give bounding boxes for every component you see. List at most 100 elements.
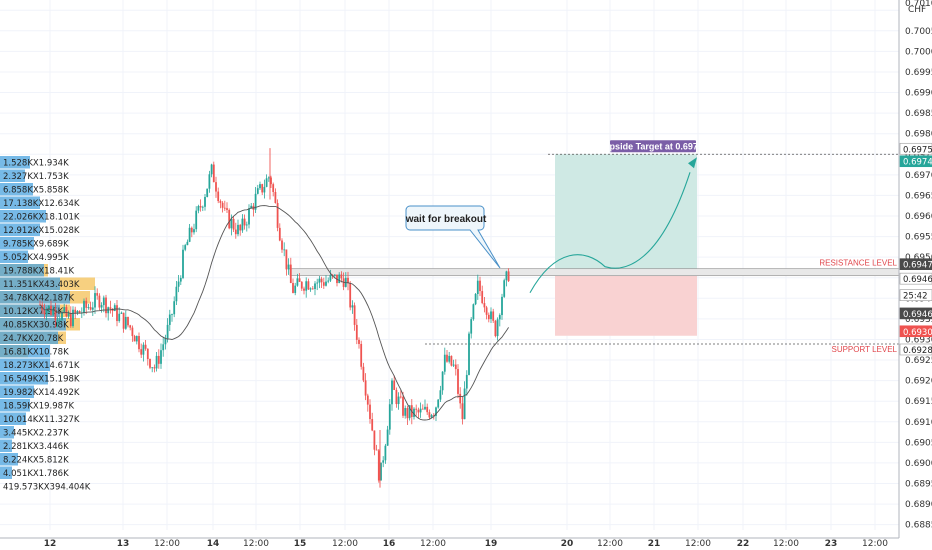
time-tick-label: 12:00 xyxy=(154,539,180,549)
candle xyxy=(120,312,123,314)
price-tag-box xyxy=(899,155,932,168)
price-tick-label: 0.69100 xyxy=(905,418,932,428)
candle xyxy=(386,429,389,446)
candle xyxy=(399,396,402,398)
candle xyxy=(395,389,398,405)
candle xyxy=(448,355,451,362)
candle xyxy=(85,300,88,308)
vp-bar xyxy=(0,291,70,304)
price-tick-label: 0.69350 xyxy=(905,315,932,325)
stop-zone xyxy=(555,268,697,336)
candle xyxy=(353,305,356,325)
candle xyxy=(186,241,189,246)
vp-bar xyxy=(0,331,58,344)
candle xyxy=(490,311,492,320)
candle xyxy=(248,208,250,225)
price-tick-label: 0.69600 xyxy=(905,212,932,222)
candle xyxy=(296,278,299,286)
price-tag-box xyxy=(899,258,932,270)
candle xyxy=(177,281,180,287)
candle xyxy=(219,201,222,203)
price-tick-label: 0.68900 xyxy=(905,500,932,510)
candle xyxy=(164,338,167,345)
candle xyxy=(441,371,444,391)
price-tag-label: 0.69472 xyxy=(903,261,932,271)
candle xyxy=(267,177,270,179)
vp-label: 16.549KX15.198K xyxy=(3,375,80,385)
candle xyxy=(215,182,217,192)
candle xyxy=(292,283,294,293)
vp-bar xyxy=(0,358,50,371)
vp-label: 40.85KX30.98K xyxy=(3,321,69,331)
time-tick-label: 19 xyxy=(485,539,498,549)
candle xyxy=(333,274,336,276)
candle xyxy=(377,450,380,481)
candle xyxy=(259,184,261,189)
candle xyxy=(58,319,61,321)
candle xyxy=(362,366,365,381)
vp-label: 419.573KX394.404K xyxy=(3,483,91,493)
vp-bar xyxy=(0,318,66,331)
vp-label: 18.273KX14.671K xyxy=(3,361,80,371)
candle xyxy=(67,313,70,317)
candle xyxy=(443,354,446,372)
vp-bar xyxy=(0,385,34,398)
candle xyxy=(384,445,387,461)
candle xyxy=(316,282,319,284)
candle xyxy=(131,327,134,337)
candle xyxy=(452,364,455,366)
price-tick-label: 0.70000 xyxy=(905,47,932,57)
candles xyxy=(39,148,510,488)
candle xyxy=(239,224,242,231)
candle xyxy=(421,408,424,410)
candle xyxy=(272,184,275,192)
candle xyxy=(193,229,195,233)
candle xyxy=(171,314,173,316)
candle xyxy=(256,188,259,194)
price-tick-label: 0.69800 xyxy=(905,130,932,140)
candle xyxy=(109,307,112,310)
vp-bar xyxy=(0,453,18,466)
candle xyxy=(182,249,184,278)
price-tick-label: 0.69850 xyxy=(905,109,932,119)
candle xyxy=(173,301,176,315)
candle xyxy=(138,336,140,350)
vp-label: 3.445KX2.237K xyxy=(3,429,69,439)
candle xyxy=(243,218,246,226)
candle xyxy=(160,350,162,364)
time-tick-label: 15 xyxy=(294,539,307,549)
candle xyxy=(221,202,224,208)
time-axis-bg xyxy=(0,538,932,550)
candle xyxy=(140,349,143,355)
candle xyxy=(388,404,391,430)
candle xyxy=(375,449,378,451)
time-tick-label: 13 xyxy=(117,539,130,549)
vp-label: 10.014KX11.327K xyxy=(3,415,80,425)
candle xyxy=(459,393,462,404)
candle xyxy=(232,218,235,230)
price-tag-box xyxy=(899,307,932,320)
price-tick-label: 0.69900 xyxy=(905,89,932,99)
candle xyxy=(298,278,301,282)
candle xyxy=(494,320,497,337)
candle xyxy=(283,249,286,251)
candle xyxy=(355,324,358,340)
price-tag-label: 0.69309 xyxy=(903,328,932,338)
chart-grid xyxy=(0,0,899,530)
candle xyxy=(65,307,68,317)
trade-zones: RESISTANCE LEVEL SUPPORT LEVEL xyxy=(289,153,900,354)
candle xyxy=(446,354,448,362)
projection-arrow xyxy=(688,157,697,169)
candle xyxy=(63,307,66,312)
candle xyxy=(289,264,292,284)
candle xyxy=(498,315,501,320)
candle xyxy=(406,408,409,419)
candle xyxy=(135,336,138,342)
candle xyxy=(294,285,297,293)
candle xyxy=(391,380,393,405)
vp-bar xyxy=(0,277,60,290)
candle xyxy=(340,274,343,279)
